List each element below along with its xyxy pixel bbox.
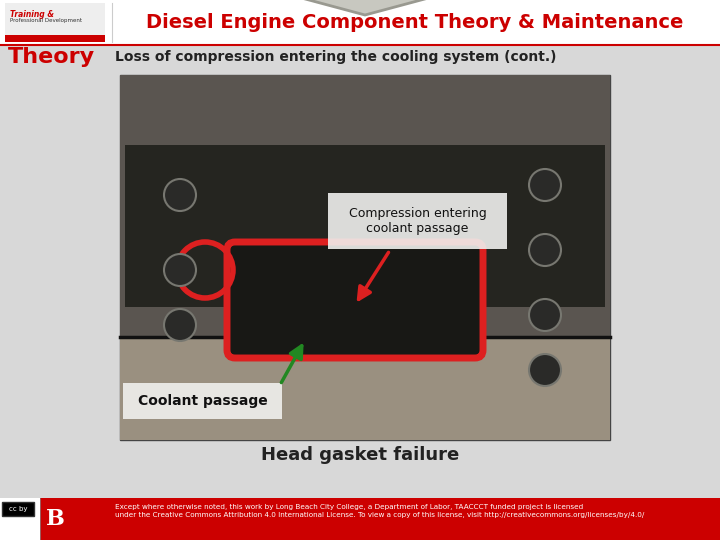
- Text: Training &: Training &: [10, 10, 54, 19]
- Text: Head gasket failure: Head gasket failure: [261, 446, 459, 464]
- Bar: [5, 3, 105, 42]
- Circle shape: [529, 234, 561, 266]
- Circle shape: [529, 299, 561, 331]
- Bar: [120, 337, 610, 440]
- Circle shape: [164, 254, 196, 286]
- Text: B: B: [45, 508, 64, 530]
- Bar: [0, 45, 720, 75]
- Bar: [2, 502, 34, 516]
- Bar: [40, 498, 720, 540]
- Bar: [0, 0, 720, 45]
- Text: Loss of compression entering the cooling system (cont.): Loss of compression entering the cooling…: [115, 50, 557, 64]
- Text: Coolant passage: Coolant passage: [138, 394, 267, 408]
- Bar: [0, 498, 720, 540]
- FancyBboxPatch shape: [227, 242, 483, 358]
- Bar: [5, 35, 105, 42]
- Bar: [120, 75, 610, 440]
- Bar: [125, 145, 605, 307]
- FancyBboxPatch shape: [123, 383, 282, 419]
- Text: Compression entering
coolant passage: Compression entering coolant passage: [348, 207, 487, 235]
- Text: Except where otherwise noted, this work by Long Beach City College, a Department: Except where otherwise noted, this work …: [115, 504, 644, 518]
- Circle shape: [164, 309, 196, 341]
- Wedge shape: [162, 0, 568, 15]
- Text: Theory: Theory: [8, 47, 95, 67]
- Circle shape: [529, 354, 561, 386]
- FancyBboxPatch shape: [328, 193, 507, 249]
- Text: Diesel Engine Component Theory & Maintenance: Diesel Engine Component Theory & Mainten…: [146, 13, 684, 32]
- Bar: [120, 75, 610, 337]
- Circle shape: [529, 169, 561, 201]
- Text: Professional Development: Professional Development: [10, 18, 82, 23]
- Text: cc by: cc by: [9, 506, 27, 512]
- Circle shape: [164, 179, 196, 211]
